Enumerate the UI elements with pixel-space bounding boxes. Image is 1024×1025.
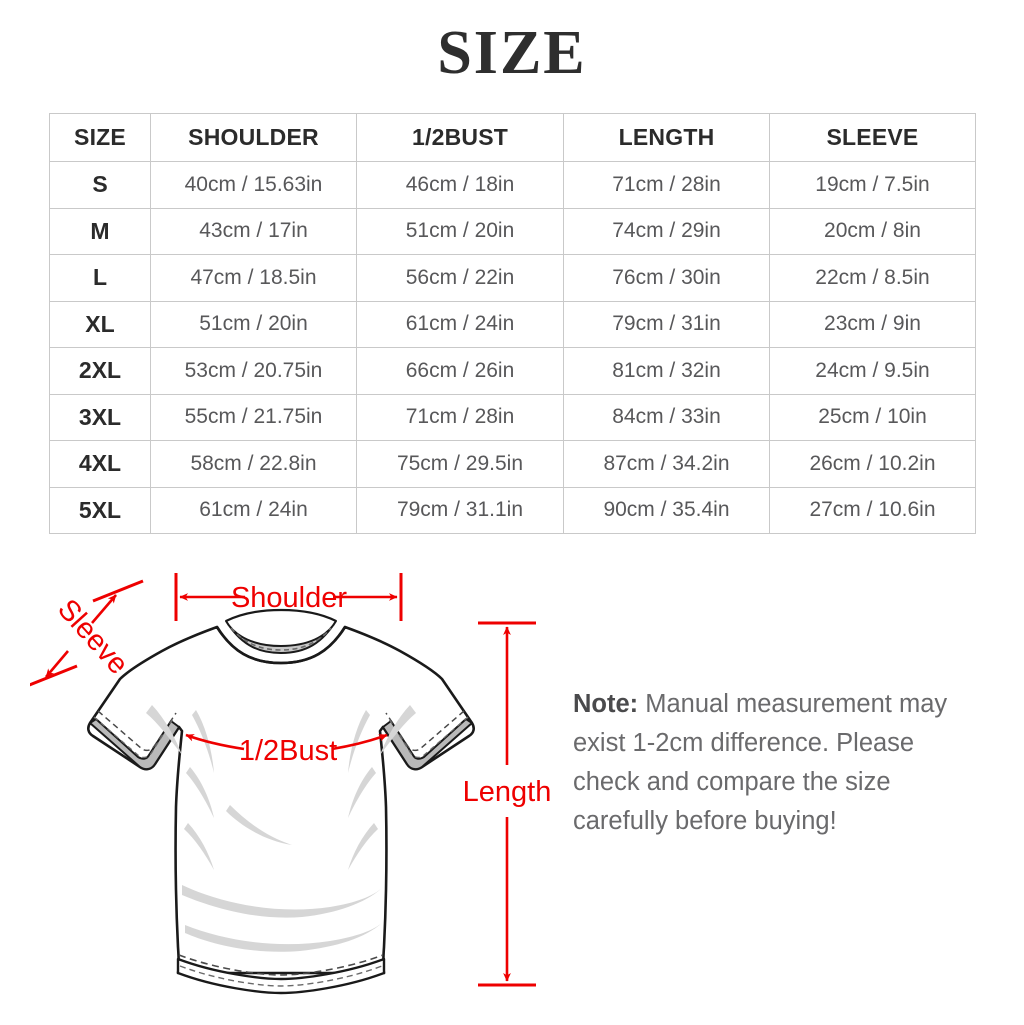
cell-size: 3XL — [49, 393, 151, 441]
shoulder-label: Shoulder — [231, 582, 347, 614]
cell-sleeve: 26cm / 10.2in — [769, 440, 976, 488]
sleeve-arrow-lower — [45, 650, 69, 678]
cell-length: 79cm / 31in — [563, 300, 770, 348]
cell-size: 2XL — [49, 347, 151, 395]
right-sleeve-cuff-stitch-2 — [388, 716, 469, 759]
table-header-row: SIZE SHOULDER 1/2BUST LENGTH SLEEVE — [49, 113, 976, 162]
cell-bust: 51cm / 20in — [356, 207, 564, 255]
cell-shoulder: 61cm / 24in — [150, 486, 357, 534]
table-row: L 47cm / 18.5in 56cm / 22in 76cm / 30in … — [49, 254, 976, 302]
cell-bust: 46cm / 18in — [356, 161, 564, 209]
left-sleeve-cuff-stitch-1 — [97, 710, 177, 752]
cell-size: 4XL — [49, 440, 151, 488]
bust-arrow-right — [331, 733, 388, 751]
sleeve-dimension-group: Sleeve — [30, 579, 144, 687]
tshirt-measurement-diagram: Shoulder Sleeve 1/2Bust Length — [0, 545, 1024, 1024]
bottom-hem-fold — [176, 957, 386, 995]
cell-bust: 75cm / 29.5in — [356, 440, 564, 488]
sleeve-label: Sleeve — [51, 593, 134, 680]
cell-sleeve: 25cm / 10in — [769, 393, 976, 441]
note-text: Manual measurement may exist 1-2cm diffe… — [573, 690, 948, 835]
cell-sleeve: 20cm / 8in — [769, 207, 976, 255]
note-block: Note: Manual measurement may exist 1-2cm… — [573, 685, 983, 841]
bust-dimension-group: 1/2Bust — [185, 733, 388, 767]
cell-shoulder: 43cm / 17in — [150, 207, 357, 255]
right-sleeve-cuff-stitch-1 — [385, 710, 465, 752]
cell-shoulder: 55cm / 21.75in — [150, 393, 357, 441]
column-header-shoulder: SHOULDER — [150, 113, 357, 162]
cell-bust: 79cm / 31.1in — [356, 486, 564, 534]
table-row: S 40cm / 15.63in 46cm / 18in 71cm / 28in… — [49, 161, 976, 209]
shoulder-dimension-group: Shoulder — [174, 573, 403, 621]
cell-length: 90cm / 35.4in — [563, 486, 770, 534]
cell-shoulder: 53cm / 20.75in — [150, 347, 357, 395]
bottom-hem-stitch-upper — [178, 954, 384, 976]
collar-inner-band — [225, 620, 337, 654]
cell-length: 76cm / 30in — [563, 254, 770, 302]
cell-sleeve: 22cm / 8.5in — [769, 254, 976, 302]
cell-sleeve: 24cm / 9.5in — [769, 347, 976, 395]
table-row: 5XL 61cm / 24in 79cm / 31.1in 90cm / 35.… — [49, 486, 976, 534]
cell-length: 81cm / 32in — [563, 347, 770, 395]
column-header-size: SIZE — [49, 113, 151, 162]
table-row: 2XL 53cm / 20.75in 66cm / 26in 81cm / 32… — [49, 347, 976, 395]
sleeve-tick-upper — [92, 579, 144, 603]
table-row: 3XL 55cm / 21.75in 71cm / 28in 84cm / 33… — [49, 393, 976, 441]
column-header-sleeve: SLEEVE — [769, 113, 976, 162]
table-row: 4XL 58cm / 22.8in 75cm / 29.5in 87cm / 3… — [49, 440, 976, 488]
cell-bust: 61cm / 24in — [356, 300, 564, 348]
fabric-shading — [146, 705, 416, 952]
tshirt-outline — [87, 625, 475, 975]
size-table-container: SIZE SHOULDER 1/2BUST LENGTH SLEEVE S 40… — [49, 113, 976, 534]
left-sleeve-cuff-stitch-2 — [93, 716, 174, 759]
cell-size: XL — [49, 300, 151, 348]
collar-back-opening — [225, 608, 337, 622]
length-dimension-group: Length — [463, 621, 552, 987]
cell-bust: 71cm / 28in — [356, 393, 564, 441]
cell-length: 71cm / 28in — [563, 161, 770, 209]
note-label: Note: — [573, 690, 639, 718]
cell-bust: 56cm / 22in — [356, 254, 564, 302]
length-label: Length — [463, 776, 552, 808]
collar-stitch — [230, 627, 332, 651]
cell-sleeve: 19cm / 7.5in — [769, 161, 976, 209]
bust-arrow-left — [185, 733, 245, 751]
column-header-bust: 1/2BUST — [356, 113, 564, 162]
table-row: XL 51cm / 20in 61cm / 24in 79cm / 31in 2… — [49, 300, 976, 348]
cell-bust: 66cm / 26in — [356, 347, 564, 395]
cell-size: S — [49, 161, 151, 209]
size-table: SIZE SHOULDER 1/2BUST LENGTH SLEEVE S 40… — [49, 113, 976, 534]
cell-length: 84cm / 33in — [563, 393, 770, 441]
cell-size: M — [49, 207, 151, 255]
cell-shoulder: 40cm / 15.63in — [150, 161, 357, 209]
page-title: SIZE — [437, 19, 587, 87]
cell-sleeve: 23cm / 9in — [769, 300, 976, 348]
bust-label: 1/2Bust — [239, 735, 337, 767]
tshirt-body-group — [87, 608, 475, 995]
cell-sleeve: 27cm / 10.6in — [769, 486, 976, 534]
cell-shoulder: 58cm / 22.8in — [150, 440, 357, 488]
column-header-length: LENGTH — [563, 113, 770, 162]
cell-shoulder: 51cm / 20in — [150, 300, 357, 348]
cell-length: 74cm / 29in — [563, 207, 770, 255]
collar-outer — [215, 626, 347, 665]
bottom-hem-stitch-lower — [179, 965, 383, 987]
sleeve-arrow-upper — [91, 594, 117, 624]
cell-length: 87cm / 34.2in — [563, 440, 770, 488]
cell-shoulder: 47cm / 18.5in — [150, 254, 357, 302]
table-row: M 43cm / 17in 51cm / 20in 74cm / 29in 20… — [49, 207, 976, 255]
tshirt-illustration: Shoulder Sleeve 1/2Bust Length — [30, 573, 552, 995]
cell-size: L — [49, 254, 151, 302]
cell-size: 5XL — [49, 486, 151, 534]
